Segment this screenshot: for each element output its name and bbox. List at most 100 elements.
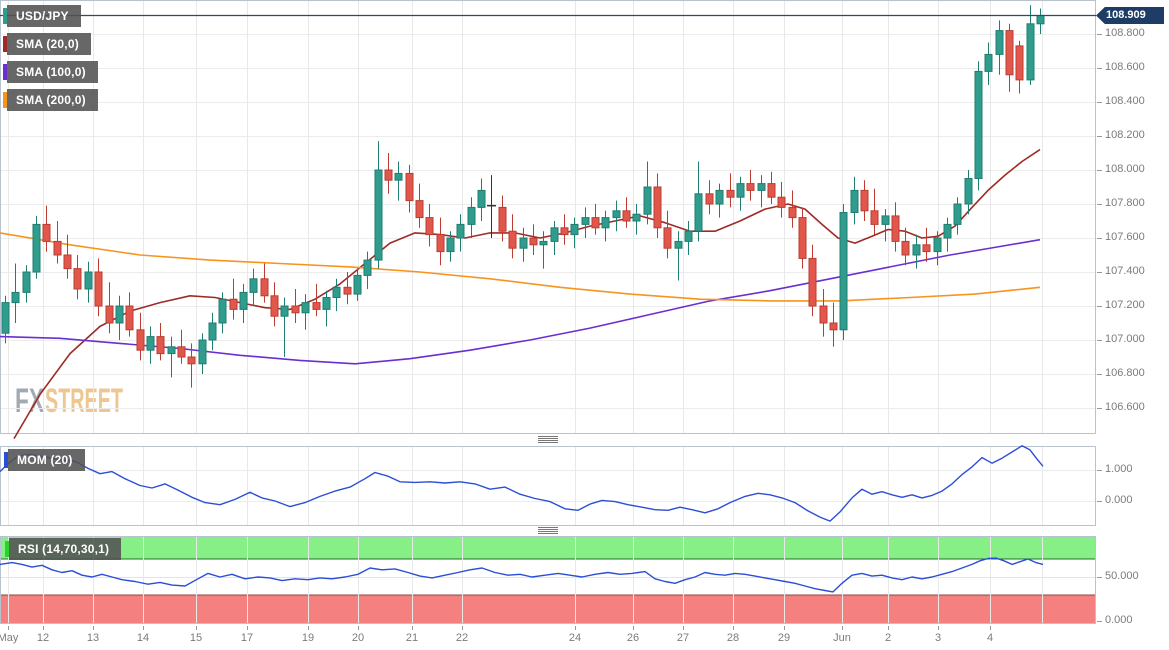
candle-body	[125, 305, 134, 331]
candle-body	[208, 322, 217, 341]
axis-tick	[1097, 340, 1102, 341]
candle-body	[922, 244, 931, 253]
candle-body	[301, 302, 310, 314]
axis-tick	[1097, 577, 1102, 578]
axis-tick	[733, 626, 734, 630]
series-color-chip	[4, 452, 8, 468]
time-tick-label: 21	[405, 632, 419, 644]
candle-body	[187, 356, 196, 365]
time-tick-label: 14	[136, 632, 150, 644]
time-tick-label: 3	[934, 632, 942, 644]
candle-body	[632, 213, 641, 222]
axis-tick	[1097, 408, 1102, 409]
candle-body	[394, 172, 403, 181]
panel-splitter-handle[interactable]	[538, 436, 558, 443]
panel-splitter-handle[interactable]	[538, 527, 558, 534]
legend-item-rsi[interactable]: RSI (14,70,30,1)	[5, 538, 122, 560]
candle-body	[1005, 30, 1014, 76]
candle-body	[777, 196, 786, 208]
candle-body	[570, 223, 579, 236]
axis-tick	[1097, 374, 1102, 375]
candle-body	[529, 237, 538, 246]
legend-item-sma200[interactable]: SMA (200,0)	[3, 89, 98, 111]
candle-body	[198, 339, 207, 365]
axis-tick	[1097, 621, 1102, 622]
price-tick-label: 106.600	[1105, 401, 1145, 413]
candle-body	[456, 223, 465, 239]
axis-tick	[990, 626, 991, 630]
candle-body	[146, 336, 155, 351]
candle-body	[84, 271, 93, 290]
candle-body	[819, 305, 828, 324]
candle-body	[601, 217, 610, 229]
panel-frame	[0, 446, 1096, 526]
candle-body	[684, 230, 693, 242]
time-tick-label: 24	[568, 632, 582, 644]
axis-tick	[143, 626, 144, 630]
sma-line-2	[0, 232, 1041, 302]
candle-body	[136, 329, 145, 351]
price-tick-label: 108.800	[1105, 27, 1145, 39]
candle-body	[218, 298, 227, 324]
legend-item-sma20[interactable]: SMA (20,0)	[3, 33, 91, 55]
candle-body	[1015, 45, 1024, 81]
series-color-chip	[3, 36, 7, 52]
candle-body	[260, 278, 269, 297]
candle-body	[581, 217, 590, 225]
candle-body	[94, 271, 103, 307]
legend-label: SMA (200,0)	[7, 89, 98, 111]
time-tick-label: 4	[986, 632, 994, 644]
candle-body	[829, 322, 838, 331]
candle-body	[974, 70, 983, 179]
candle-body	[788, 206, 797, 219]
candle-body	[715, 189, 724, 205]
candle-body	[912, 244, 921, 256]
candle-body	[550, 227, 559, 242]
candle-body	[757, 183, 766, 191]
legend-item-mom[interactable]: MOM (20)	[4, 449, 85, 471]
axis-tick	[683, 626, 684, 630]
candle-body	[539, 240, 548, 246]
price-axis[interactable]: 108.800 108.600 108.400 108.200 108.000 107.8…	[1097, 0, 1169, 650]
current-price-badge: 108.909	[1096, 7, 1164, 24]
axis-tick	[43, 626, 44, 630]
candle-body	[42, 223, 51, 242]
time-tick-label: 26	[626, 632, 640, 644]
time-tick-label: 13	[86, 632, 100, 644]
candle-body	[901, 240, 910, 256]
candle-body	[984, 53, 993, 72]
price-tick-label: 107.000	[1105, 333, 1145, 345]
candle-body	[353, 274, 362, 295]
time-tick-label: 17	[240, 632, 254, 644]
time-axis[interactable]: May 12 13 14 15 17 19 20 21 22 24 26 27 28 29 Jun 2 3 4	[0, 625, 1097, 650]
candle-body	[1036, 14, 1045, 25]
rsi-tick-label: 0.000	[1105, 614, 1133, 626]
candle-body	[291, 305, 300, 314]
candle-body	[167, 346, 176, 355]
mom-tick-label: 1.000	[1105, 463, 1133, 475]
legend-label: RSI (14,70,30,1)	[9, 538, 122, 560]
candle-body	[239, 291, 248, 310]
candle-body	[249, 278, 258, 293]
axis-tick	[1097, 501, 1102, 502]
candle-body	[508, 230, 517, 249]
time-tick-label: 27	[676, 632, 690, 644]
time-tick-label: Jun	[833, 632, 851, 644]
axis-tick	[1097, 34, 1102, 35]
price-tick-label: 108.400	[1105, 95, 1145, 107]
axis-tick	[1097, 204, 1102, 205]
candle-body	[808, 257, 817, 307]
legend-item-sma100[interactable]: SMA (100,0)	[3, 61, 98, 83]
candle-body	[860, 189, 869, 212]
time-tick-label: May	[0, 632, 19, 644]
series-color-chip	[5, 541, 9, 557]
axis-tick	[308, 626, 309, 630]
legend-item-usdjpy[interactable]: USD/JPY	[3, 5, 81, 27]
candle-body	[560, 227, 569, 236]
axis-tick	[888, 626, 889, 630]
axis-tick	[1097, 68, 1102, 69]
candle-body	[746, 183, 755, 191]
axis-tick	[842, 626, 843, 630]
